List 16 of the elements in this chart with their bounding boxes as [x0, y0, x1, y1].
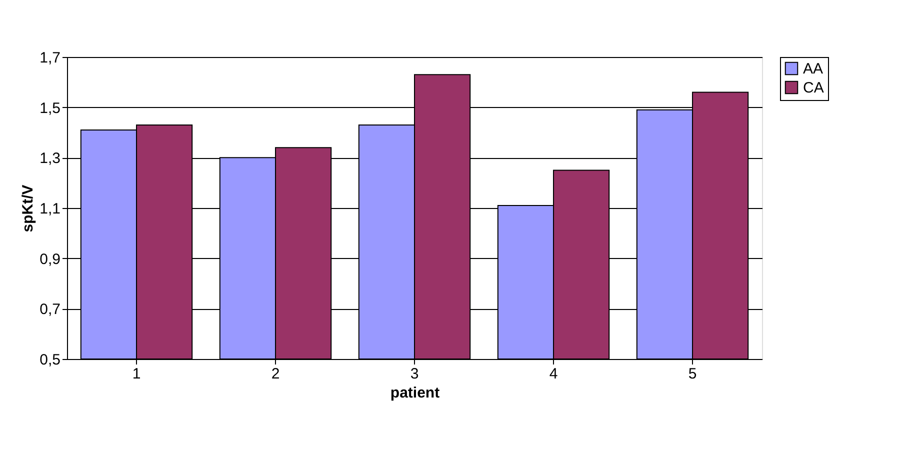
- y-tick-label: 1,5: [40, 100, 60, 117]
- y-tick-label: 1,3: [40, 150, 60, 168]
- x-tick-label: 3: [410, 366, 419, 382]
- y-axis-title: spKt/V: [20, 184, 37, 232]
- y-tick-label: 1,1: [40, 200, 60, 218]
- x-tick-label: 1: [132, 366, 141, 382]
- x-axis-title: patient: [390, 384, 440, 402]
- x-tick-label: 4: [549, 366, 558, 382]
- x-tick-label: 2: [271, 366, 280, 382]
- y-tick-label: 0,9: [40, 250, 60, 268]
- y-tick-label: 0,5: [40, 352, 60, 368]
- legend-label: CA: [803, 80, 824, 96]
- x-tick-label: 5: [688, 366, 697, 382]
- legend-label: AA: [803, 60, 824, 78]
- y-tick-label: 1,7: [40, 50, 60, 66]
- y-tick-label: 0,7: [40, 301, 60, 318]
